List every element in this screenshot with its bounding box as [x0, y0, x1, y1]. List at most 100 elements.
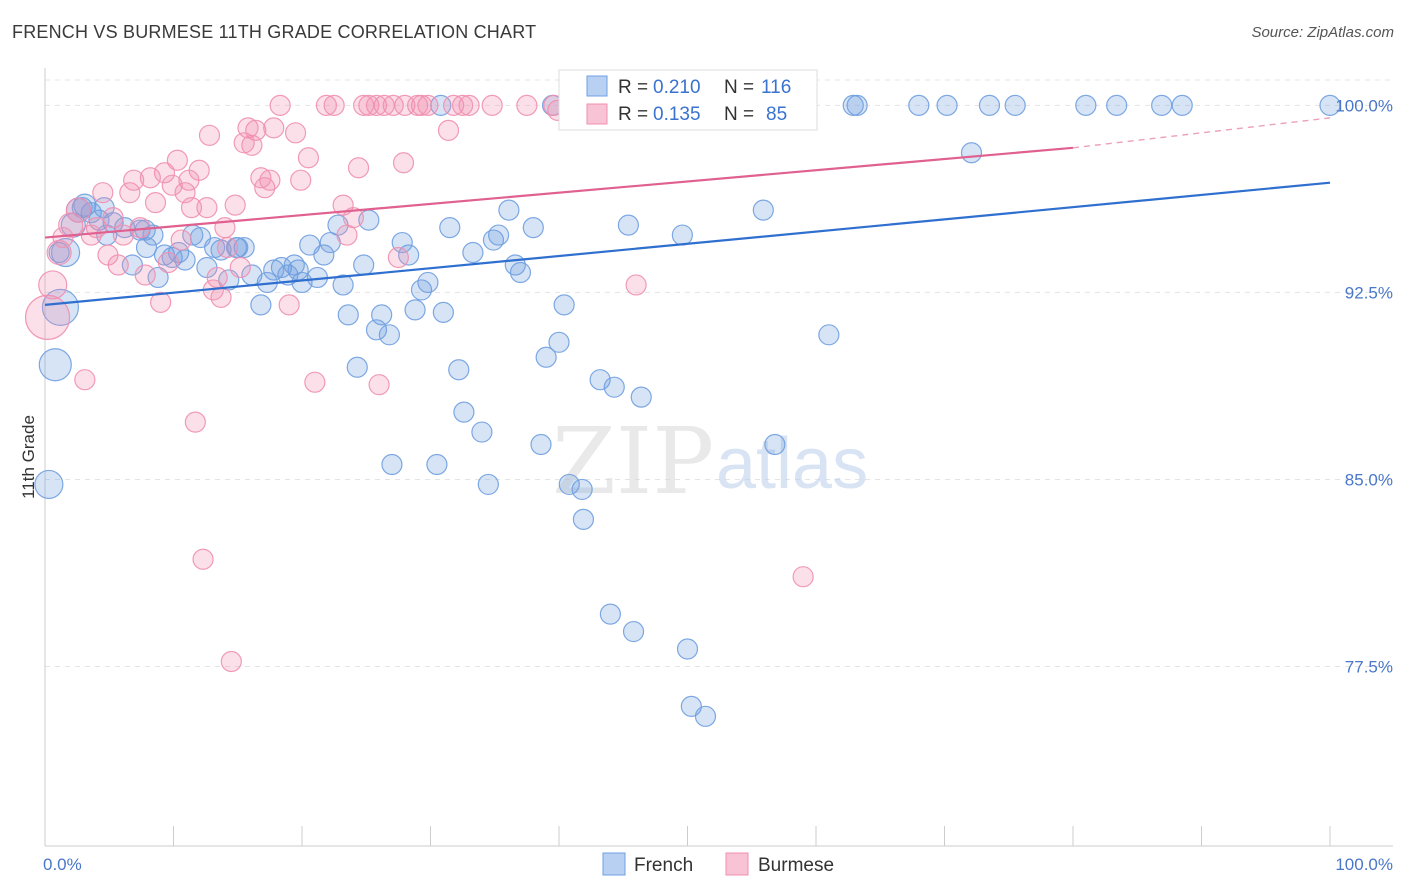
burmese-point-19 [144, 192, 167, 214]
burmese-point-12 [107, 254, 129, 276]
french-point-56 [426, 453, 448, 476]
burmese-point-6 [74, 369, 96, 391]
french-point-43 [337, 304, 359, 326]
y-tick-labels: 100.0% 92.5% 85.0% 77.5% [1335, 96, 1393, 676]
burmese-point-11 [102, 207, 124, 229]
burmese-point-54 [297, 147, 320, 169]
x-tick-label-0: 0.0% [43, 855, 82, 874]
burmese-point-14 [119, 182, 141, 204]
burmese-point-63 [365, 94, 388, 117]
french-point-71 [535, 346, 557, 368]
french-point-89 [764, 433, 786, 456]
legend-burmese-n-label: N = [724, 104, 754, 125]
burmese-point-29 [184, 411, 206, 433]
french-point-49 [378, 324, 400, 346]
y-tick-label-0: 100.0% [1335, 96, 1393, 115]
zipatlas-watermark: ZIP atlas [552, 408, 868, 515]
series-legend: French Burmese [602, 852, 834, 876]
series-legend-burmese-swatch [725, 852, 749, 876]
burmese-point-40 [224, 194, 246, 216]
chart-title: FRENCH VS BURMESE 11TH GRADE CORRELATION… [12, 22, 537, 42]
french-point-61 [462, 241, 484, 264]
burmese-point-68 [392, 152, 415, 174]
french-point-110 [430, 94, 452, 117]
french-point-103 [1319, 94, 1341, 117]
burmese-point-41 [229, 256, 251, 279]
burmese-point-23 [161, 174, 183, 196]
french-point-97 [978, 94, 1001, 117]
french-point-1 [38, 348, 72, 382]
chart-source: Source: ZipAtlas.com [1251, 24, 1394, 41]
x-tick-labels: 0.0% 100.0% [43, 855, 1393, 874]
burmese-point-50 [269, 94, 291, 117]
stats-legend: R = 0.210 N = 116 R = 0.135 N = 85 [558, 69, 818, 131]
french-point-84 [676, 638, 699, 660]
series-legend-french-swatch [602, 852, 626, 876]
burmese-point-55 [304, 371, 326, 393]
french-point-28 [233, 236, 255, 259]
french-point-79 [603, 376, 625, 398]
french-point-75 [571, 478, 593, 501]
burmese-trend-line [44, 146, 1074, 239]
french-point-42 [332, 274, 354, 296]
burmese-point-2 [46, 239, 72, 266]
french-point-32 [263, 259, 285, 281]
burmese-point-71 [417, 94, 439, 117]
burmese-point-35 [206, 266, 228, 289]
legend-burmese-r-value: 0.135 [653, 104, 701, 125]
legend-french-r-label: R = [618, 77, 648, 98]
french-point-102 [1171, 94, 1193, 117]
french-point-99 [1075, 94, 1097, 117]
y-tick-label-3: 77.5% [1345, 657, 1393, 676]
x-tick-label-1: 100.0% [1335, 855, 1393, 874]
french-point-59 [448, 359, 470, 381]
legend-french-n-value: 116 [761, 77, 791, 98]
y-axis-title: 11th Grade [19, 415, 38, 499]
burmese-point-73 [443, 94, 465, 117]
y-tick-label-2: 85.0% [1345, 470, 1393, 489]
axes [44, 68, 1393, 847]
french-point-98 [1004, 94, 1026, 117]
legend-french-swatch [586, 75, 608, 97]
french-point-45 [353, 254, 375, 276]
burmese-point-67 [387, 246, 409, 269]
burmese-point-82 [458, 94, 480, 117]
burmese-point-56 [315, 94, 338, 117]
burmese-point-15 [123, 169, 145, 191]
legend-burmese-r-label: R = [618, 104, 648, 125]
french-point-68 [509, 261, 532, 284]
french-point-57 [432, 301, 454, 323]
burmese-point-28 [180, 197, 203, 219]
french-point-87 [694, 705, 717, 727]
burmese-point-51 [278, 294, 300, 316]
french-point-88 [752, 199, 774, 221]
french-point-16 [147, 266, 169, 289]
burmese-point-66 [382, 94, 404, 117]
french-trend-line [44, 181, 1331, 306]
french-point-44 [346, 356, 368, 378]
gridlines [45, 79, 1393, 667]
burmese-point-38 [216, 236, 239, 259]
french-point-53 [404, 299, 426, 321]
burmese-point-31 [192, 548, 214, 570]
burmese-point-0 [24, 294, 71, 340]
burmese-point-61 [347, 157, 370, 179]
french-point-70 [530, 433, 552, 456]
legend-french-n-label: N = [724, 77, 754, 98]
french-point-50 [381, 453, 403, 476]
legend-french-r-value: 0.210 [653, 77, 701, 98]
french-point-82 [630, 386, 652, 408]
burmese-point-1 [38, 270, 68, 300]
french-point-76 [572, 508, 595, 530]
trend-lines [44, 117, 1331, 306]
burmese-point-36 [210, 286, 232, 309]
french-point-80 [617, 214, 639, 236]
burmese-point-33 [198, 124, 221, 146]
burmese-point-53 [290, 169, 312, 191]
burmese-point-9 [92, 182, 114, 204]
french-point-73 [553, 294, 575, 316]
french-point-96 [960, 142, 983, 164]
french-point-100 [1106, 94, 1128, 117]
french-point-74 [558, 473, 580, 496]
